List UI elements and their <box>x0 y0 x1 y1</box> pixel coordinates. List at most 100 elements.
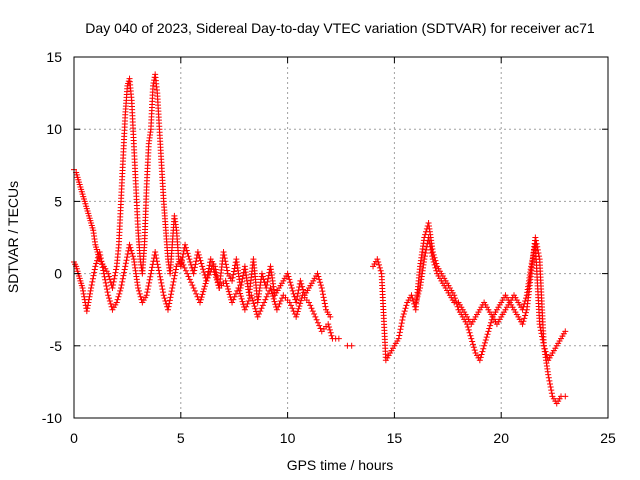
data-point <box>486 325 493 332</box>
data-point <box>318 285 325 292</box>
data-point <box>314 319 321 326</box>
data-point <box>135 287 142 294</box>
data-point <box>99 261 106 268</box>
data-point <box>145 282 152 289</box>
data-point <box>117 287 124 294</box>
data-point <box>84 305 91 312</box>
data-point <box>259 273 266 280</box>
data-point <box>190 285 197 292</box>
data-point <box>196 254 203 261</box>
data-point <box>294 290 301 297</box>
y-axis-label: SDTVAR / TECUs <box>5 181 21 293</box>
data-point <box>395 335 402 342</box>
axis-ticks <box>73 56 609 419</box>
data-point <box>315 273 322 280</box>
data-point <box>231 265 238 272</box>
data-point <box>261 299 268 306</box>
data-point <box>172 269 179 276</box>
data-point <box>465 326 472 333</box>
data-point <box>88 281 95 288</box>
data-point <box>204 274 211 281</box>
data-point <box>520 303 527 310</box>
data-point <box>184 270 191 277</box>
data-point <box>97 255 104 262</box>
data-point <box>225 288 232 295</box>
data-point <box>168 288 175 295</box>
data-point <box>199 263 206 270</box>
data-point <box>199 291 206 298</box>
data-point <box>92 263 99 270</box>
data-point <box>276 300 283 307</box>
data-point <box>520 318 527 325</box>
data-point <box>285 273 292 280</box>
data-point <box>169 281 176 288</box>
data-point <box>126 241 133 248</box>
data-point <box>239 275 246 282</box>
data-point <box>251 303 258 310</box>
data-point <box>121 266 128 273</box>
data-point <box>188 279 195 286</box>
data-point <box>467 332 474 339</box>
data-point <box>398 320 405 327</box>
series-trace-d <box>412 234 569 364</box>
data-point <box>99 264 106 271</box>
data-point <box>299 283 306 290</box>
data-point <box>521 300 528 307</box>
data-point <box>396 332 403 339</box>
data-point <box>79 285 86 292</box>
data-point <box>229 277 236 284</box>
data-point <box>224 267 231 274</box>
data-point <box>143 292 150 299</box>
data-points <box>71 71 569 407</box>
data-point <box>85 299 92 306</box>
data-point <box>293 296 300 303</box>
data-point <box>326 324 333 331</box>
data-point <box>522 312 529 319</box>
data-point <box>287 279 294 286</box>
data-point <box>157 273 164 280</box>
data-point <box>200 269 207 276</box>
data-point <box>109 285 116 292</box>
data-point <box>102 279 109 286</box>
data-point <box>183 247 190 254</box>
data-point <box>98 258 105 265</box>
data-point <box>172 266 179 273</box>
data-point <box>421 253 428 260</box>
data-point <box>122 263 129 270</box>
data-point <box>481 342 488 349</box>
data-point <box>205 265 212 272</box>
data-point <box>119 275 126 282</box>
data-point <box>123 257 130 264</box>
data-point <box>213 276 220 283</box>
data-point <box>223 264 230 271</box>
x-tick-label: 15 <box>387 430 403 446</box>
data-point <box>548 387 555 394</box>
data-point <box>220 248 227 255</box>
data-point <box>288 282 295 289</box>
data-point <box>197 299 204 306</box>
data-point <box>286 299 293 306</box>
data-point <box>118 281 125 288</box>
data-point <box>124 254 131 261</box>
data-point <box>155 264 162 271</box>
data-point <box>519 321 526 328</box>
data-point <box>294 308 301 315</box>
data-point <box>86 293 93 300</box>
data-point <box>89 278 96 285</box>
data-point <box>277 298 284 305</box>
data-point <box>180 261 187 268</box>
data-point <box>433 267 440 274</box>
data-point <box>189 282 196 289</box>
data-point <box>265 275 272 282</box>
data-point <box>146 276 153 283</box>
data-point <box>154 261 161 268</box>
data-point <box>376 261 383 268</box>
data-point <box>297 297 304 304</box>
data-point <box>293 311 300 318</box>
data-point <box>485 328 492 335</box>
data-point <box>191 267 198 274</box>
data-point <box>422 249 429 256</box>
data-point <box>164 306 171 313</box>
data-point <box>193 258 200 265</box>
data-point <box>136 290 143 297</box>
